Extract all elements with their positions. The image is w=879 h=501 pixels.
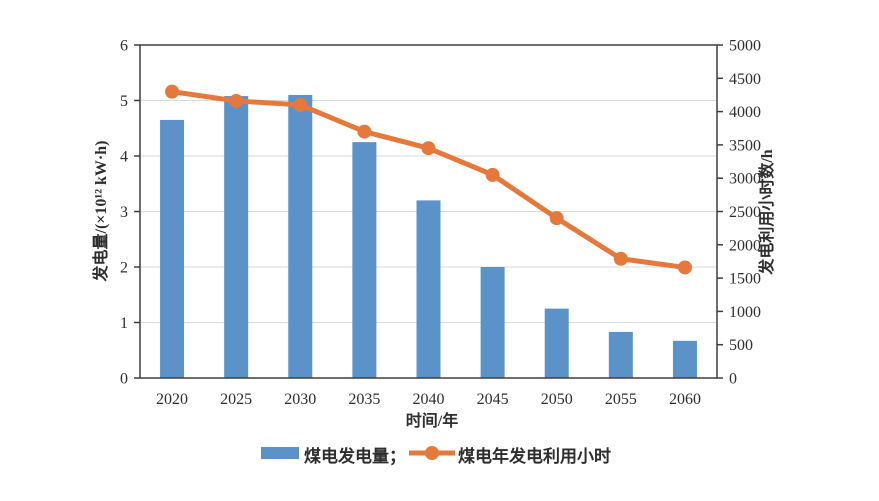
x-axis-tick-label: 2045 — [477, 391, 509, 408]
line-marker-2055 — [613, 251, 628, 266]
bar-2025 — [224, 96, 249, 378]
bar-2035 — [352, 142, 377, 378]
x-axis-title: 时间/年 — [406, 411, 458, 430]
x-axis-tick-label: 2025 — [220, 391, 252, 408]
bar-2055 — [608, 331, 633, 378]
x-axis-tick-label: 2030 — [284, 391, 316, 408]
right-axis-tick-label: 1000 — [729, 304, 761, 321]
legend-bar-swatch — [261, 447, 299, 459]
legend-line-label: 煤电年发电利用小时 — [458, 446, 611, 466]
x-axis-tick-label: 2040 — [413, 391, 445, 408]
x-axis-tick-label: 2035 — [348, 391, 380, 408]
left-axis-tick-label: 6 — [120, 38, 128, 55]
line-marker-2045 — [485, 167, 500, 182]
left-axis-tick-label: 0 — [120, 371, 128, 388]
left-axis-tick-label: 4 — [120, 149, 128, 166]
right-axis-tick-label: 0 — [729, 371, 737, 388]
x-axis-tick-label: 2055 — [605, 391, 637, 408]
left-axis-tick-label: 2 — [120, 260, 128, 277]
line-marker-2035 — [357, 124, 372, 139]
legend: 煤电发电量； 煤电年发电利用小时 — [261, 446, 611, 466]
right-axis-tick-label: 3500 — [729, 137, 761, 154]
line-marker-2025 — [229, 93, 244, 108]
right-axis-tick-label: 3000 — [729, 171, 761, 188]
left-axis-tick-label: 1 — [120, 315, 128, 332]
right-axis-tick-label: 1500 — [729, 271, 761, 288]
right-axis-tick-label: 2000 — [729, 237, 761, 254]
bar-2030 — [288, 94, 313, 378]
x-axis-tick-label: 2020 — [156, 391, 188, 408]
right-axis-tick-label: 4500 — [729, 71, 761, 88]
bar-2045 — [480, 267, 505, 378]
x-axis-tick-label: 2050 — [541, 391, 573, 408]
line-marker-2030 — [293, 97, 308, 112]
bar-2060 — [672, 340, 697, 378]
left-axis-tick-label: 3 — [120, 204, 128, 221]
x-axis-tick-label: 2060 — [669, 391, 701, 408]
right-axis-tick-label: 500 — [729, 337, 753, 354]
left-axis-title: 发电量/(×10¹² kW·h) — [91, 141, 110, 283]
left-axis-tick-label: 5 — [120, 93, 128, 110]
line-marker-2060 — [677, 260, 692, 275]
legend-bar-label: 煤电发电量； — [304, 446, 406, 466]
line-marker-2050 — [549, 211, 564, 226]
right-axis-title: 发电利用小时数/h — [757, 149, 776, 275]
bar-2020 — [160, 119, 185, 379]
right-axis-tick-label: 4000 — [729, 104, 761, 121]
legend-line-marker-icon — [425, 446, 439, 460]
line-marker-2040 — [421, 141, 436, 156]
plot-area: 0 1 2 3 4 5 6 0 500 1000 1500 2000 2500 3000 3500 4000 4… — [120, 38, 761, 409]
right-axis-tick-label: 2500 — [729, 204, 761, 221]
line-marker-2020 — [165, 84, 180, 99]
right-axis-tick-label: 5000 — [729, 38, 761, 55]
bar-2040 — [416, 200, 441, 378]
bar-2050 — [544, 308, 569, 378]
